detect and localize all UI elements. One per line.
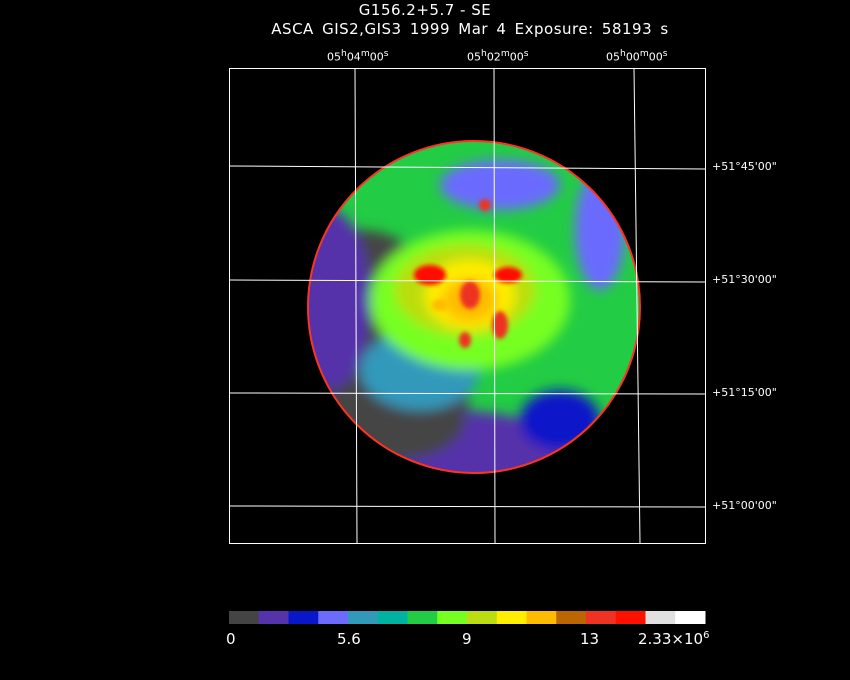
colorbar-swatch <box>348 611 379 624</box>
colorbar-label-2: 9 <box>462 630 472 648</box>
colorbar-swatch <box>675 611 706 624</box>
colorbar <box>229 611 706 624</box>
coordinate-grid <box>228 67 706 544</box>
dec-label-5100: +51°00'00" <box>712 499 777 512</box>
dec-label-5145: +51°45'00" <box>712 160 777 173</box>
ra-label-0502: 05h02m00s <box>467 48 529 64</box>
image-title: G156.2+5.7 - SE <box>358 1 492 19</box>
ra-label-0504: 05h04m00s <box>327 48 389 64</box>
colorbar-swatch <box>645 611 676 624</box>
colorbar-swatch <box>258 611 289 624</box>
observation-subtitle: ASCA GIS2,GIS3 1999 Mar 4 Exposure: 5819… <box>271 20 669 38</box>
colorbar-label-0: 0 <box>226 630 236 648</box>
dec-label-5115: +51°15'00" <box>712 386 777 399</box>
colorbar-swatch <box>318 611 349 624</box>
colorbar-swatch <box>229 611 260 624</box>
colorbar-label-1: 5.6 <box>337 630 361 648</box>
colorbar-swatch <box>556 611 587 624</box>
colorbar-label-3: 13 <box>580 630 600 648</box>
colorbar-swatch <box>586 611 617 624</box>
ra-label-0500: 05h00m00s <box>606 48 668 64</box>
colorbar-swatch <box>526 611 557 624</box>
dec-label-5130: +51°30'00" <box>712 273 777 286</box>
colorbar-swatch <box>467 611 498 624</box>
colorbar-label-4: 2.33×106 <box>638 630 710 648</box>
colorbar-swatch <box>407 611 438 624</box>
colorbar-swatch <box>437 611 468 624</box>
colorbar-swatch <box>615 611 646 624</box>
colorbar-swatch <box>377 611 408 624</box>
disk-edge <box>307 140 641 474</box>
colorbar-swatch <box>496 611 527 624</box>
colorbar-swatch <box>288 611 319 624</box>
